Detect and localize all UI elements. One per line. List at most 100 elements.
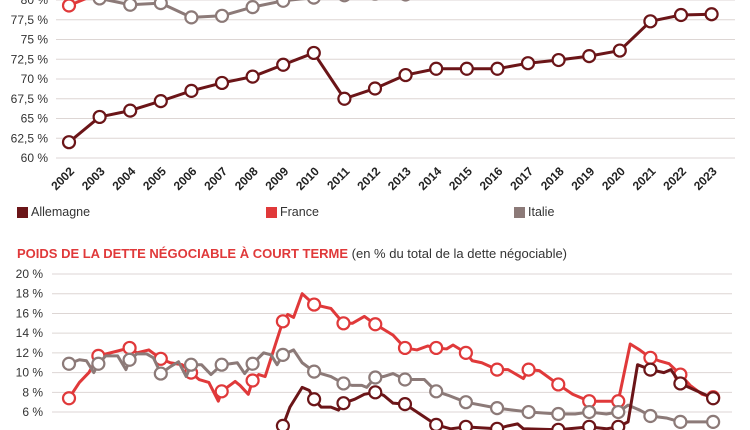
- y-tick-label: 75 %: [21, 33, 49, 47]
- data-point-italie: [92, 0, 107, 6]
- data-point-france: [643, 350, 658, 365]
- data-point-allemagne: [276, 57, 291, 72]
- data-point-france: [429, 340, 444, 356]
- data-point-italie: [276, 0, 291, 8]
- y-tick-label: 18 %: [16, 287, 44, 301]
- legend-swatch-france: [266, 206, 277, 218]
- x-tick-label: 2010: [293, 164, 322, 193]
- data-point-france: [489, 362, 505, 377]
- data-point-allemagne: [706, 391, 721, 406]
- data-point-france: [368, 317, 383, 332]
- data-point-allemagne: [92, 109, 107, 125]
- data-point-france: [275, 314, 290, 329]
- data-point-allemagne: [643, 14, 658, 29]
- x-tick-label: 2015: [446, 164, 475, 193]
- y-tick-label: 70 %: [21, 72, 49, 86]
- y-tick-label: 60 %: [21, 151, 49, 165]
- data-point-allemagne: [704, 7, 719, 22]
- data-point-italie: [122, 352, 137, 367]
- data-point-italie: [245, 0, 260, 15]
- x-tick-label: 2008: [232, 164, 261, 193]
- legend-item-france: France: [266, 205, 319, 219]
- bottom-chart-title-main: POIDS DE LA DETTE NÉGOCIABLE À COURT TER…: [17, 246, 349, 261]
- x-tick-label: 2003: [79, 164, 108, 193]
- data-point-allemagne: [368, 385, 383, 400]
- data-point-allemagne: [551, 422, 566, 430]
- data-point-allemagne: [306, 45, 321, 61]
- data-point-allemagne: [551, 52, 566, 68]
- data-point-allemagne: [643, 362, 658, 377]
- data-point-allemagne: [429, 417, 444, 430]
- y-tick-label: 16 %: [16, 306, 44, 320]
- data-point-france: [245, 373, 260, 388]
- x-tick-label: 2007: [201, 164, 230, 193]
- data-point-italie: [368, 370, 383, 385]
- legend-item-italie: Italie: [514, 205, 554, 219]
- data-point-allemagne: [397, 397, 413, 412]
- data-point-italie: [397, 372, 413, 387]
- y-tick-label: 65 %: [21, 112, 49, 126]
- legend-swatch-italie: [514, 206, 525, 218]
- top-line-chart: 60 % 62,5 % 65 % 67,5 % 70 % 72,5 % 75 % 77,5 %…: [11, 0, 735, 193]
- data-point-allemagne: [245, 69, 260, 84]
- x-tick-label: 2021: [630, 164, 659, 193]
- data-point-allemagne: [673, 376, 688, 391]
- y-tick-label: 6 %: [22, 405, 43, 419]
- data-point-italie: [582, 404, 597, 420]
- x-tick-label: 2002: [48, 164, 77, 193]
- data-point-allemagne: [489, 421, 505, 430]
- y-tick-label: 10 %: [16, 366, 44, 380]
- data-point-italie: [706, 414, 721, 429]
- data-point-france: [521, 362, 536, 377]
- data-point-france: [214, 384, 229, 399]
- data-point-italie: [153, 0, 168, 11]
- data-point-italie: [429, 384, 444, 399]
- data-point-italie: [275, 347, 290, 362]
- data-point-italie: [336, 376, 351, 391]
- x-tick-label: 2012: [354, 164, 383, 193]
- series-line-italie: [68, 348, 714, 424]
- data-point-allemagne: [490, 61, 505, 76]
- y-tick-label: 77,5 %: [11, 13, 49, 27]
- data-point-italie: [673, 414, 688, 429]
- legend-label-france: France: [280, 205, 319, 219]
- x-tick-label: 2023: [691, 164, 720, 193]
- data-point-italie: [643, 408, 658, 424]
- bottom-chart-subtitle: (en % du total de la dette négociable): [348, 246, 568, 261]
- data-point-italie: [123, 0, 138, 12]
- x-tick-label: 2019: [569, 164, 598, 193]
- y-tick-label: 72,5 %: [11, 52, 49, 66]
- x-tick-label: 2014: [416, 164, 445, 193]
- bottom-chart-title: POIDS DE LA DETTE NÉGOCIABLE À COURT TER…: [17, 246, 567, 261]
- data-point-france: [307, 297, 322, 312]
- data-point-allemagne: [184, 83, 199, 98]
- series-line-allemagne: [68, 12, 712, 144]
- data-point-france: [336, 316, 351, 331]
- data-point-italie: [307, 0, 321, 5]
- data-point-italie: [183, 357, 199, 372]
- data-point-allemagne: [123, 103, 138, 118]
- data-point-france: [61, 0, 77, 13]
- series-line-france: [67, 292, 714, 403]
- data-point-allemagne: [459, 61, 474, 76]
- data-point-italie: [245, 356, 260, 371]
- data-point-italie: [91, 356, 106, 371]
- data-point-france: [61, 391, 77, 406]
- data-point-italie: [184, 10, 199, 25]
- data-point-allemagne: [673, 7, 689, 23]
- data-point-allemagne: [520, 56, 536, 71]
- y-tick-label: 20 %: [16, 267, 44, 281]
- x-tick-label: 2022: [660, 164, 689, 193]
- x-tick-label: 2013: [385, 164, 414, 193]
- data-point-allemagne: [61, 135, 77, 150]
- data-point-italie: [214, 8, 230, 23]
- data-point-italie: [307, 364, 322, 379]
- legend-label-italie: Italie: [528, 205, 555, 219]
- y-tick-label: 8 %: [22, 385, 43, 399]
- data-point-italie: [521, 404, 536, 420]
- data-point-allemagne: [582, 48, 597, 64]
- data-point-italie: [153, 366, 168, 381]
- data-point-allemagne: [153, 94, 168, 109]
- data-point-allemagne: [275, 418, 290, 430]
